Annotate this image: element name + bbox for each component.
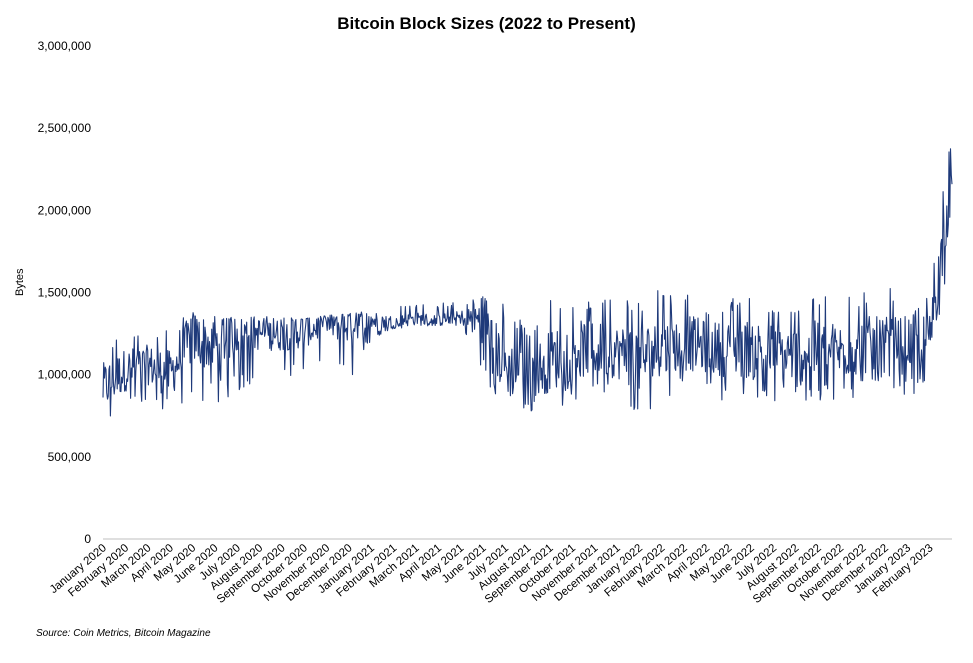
chart-title: Bitcoin Block Sizes (2022 to Present) — [337, 14, 636, 33]
y-tick-label: 2,000,000 — [38, 203, 92, 217]
source-note: Source: Coin Metrics, Bitcoin Magazine — [36, 628, 211, 639]
y-tick-label: 2,500,000 — [38, 121, 92, 135]
y-tick-label: 500,000 — [48, 450, 92, 464]
block-size-line — [102, 148, 953, 417]
y-tick-label: 0 — [84, 532, 91, 546]
y-tick-label: 3,000,000 — [38, 39, 92, 53]
y-tick-label: 1,500,000 — [38, 286, 92, 300]
y-tick-label: 1,000,000 — [38, 368, 92, 382]
